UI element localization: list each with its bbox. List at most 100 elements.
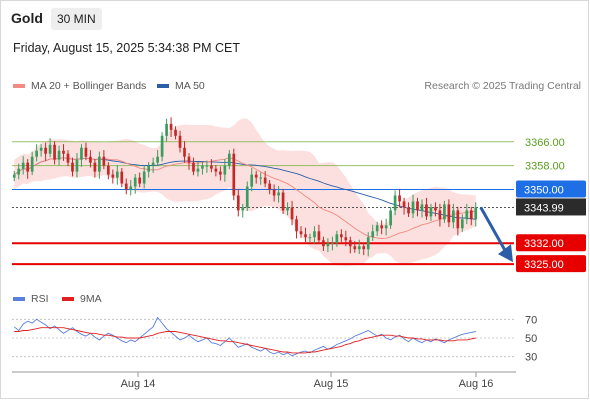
candle-body [452,210,455,223]
candle-body [75,159,79,172]
candle-body [250,174,254,187]
candle-body [304,234,307,238]
candle-body [465,210,469,220]
candle-body [98,156,101,172]
candle-body [205,165,209,167]
candle-body [174,129,177,136]
candle-body [48,144,52,154]
candle-body [366,237,370,250]
candle-body [254,174,258,178]
legend-ma50-label: MA 50 [175,80,205,92]
forecast-arrow-shaft [479,206,508,253]
legend-rsi-label: RSI [31,293,49,305]
candle-body [474,207,478,220]
candle-body [241,207,245,211]
candle-body [281,192,285,211]
candle-body [317,231,321,241]
candle-body [389,210,392,226]
candle-body [398,195,401,202]
legend-ma50-swatch [157,84,169,88]
candle-body [17,168,21,175]
candle-body [407,207,410,214]
candle-body [147,165,151,172]
candle-body [434,207,437,211]
candle-body [245,186,249,208]
candle-body [201,165,204,169]
candle-body [411,201,415,214]
legend-9ma-swatch [62,297,74,301]
candle-body [384,225,388,229]
pivot-label: 3350.00 [524,185,564,197]
candle-body [371,231,375,238]
bollinger-band [14,118,476,266]
candle-body [277,192,280,196]
candle-body [380,225,384,229]
candle-body [322,240,325,247]
candle-body [66,153,70,163]
candle-body [71,162,74,172]
candle-body [299,231,303,235]
candle-body [111,174,115,178]
candle-body [133,177,137,187]
timestamp: Friday, August 15, 2025 5:34:38 PM CET [13,41,240,55]
candle-body [344,237,348,241]
candle-body [214,168,218,172]
candle-body [290,207,294,220]
candle-body [102,156,106,166]
candle-body [357,246,361,250]
candle-body [120,171,124,184]
candle-body [57,150,61,160]
candle-body [259,177,263,179]
candle-body [156,156,159,163]
candle-body [187,156,191,163]
candle-body [335,234,339,244]
candle-body [138,177,142,184]
candle-body [223,165,227,175]
candle-body [124,183,128,190]
candle-body [169,123,173,130]
resistance-label-3366: 3366.00 [525,137,565,149]
legend-9ma-label: 9MA [80,293,102,305]
research-credit: Research © 2025 Trading Central [424,80,581,92]
candle-body [393,195,397,211]
rsi-level-label-50: 50 [525,333,537,345]
candle-body [44,147,47,154]
legend-ma50: MA 50 [157,80,205,92]
candle-body [21,162,25,169]
candle-body [192,162,195,172]
candle-body [210,165,213,169]
candle-body [183,147,186,157]
candle-body [429,207,433,217]
candle-body [106,165,110,175]
candle-body [236,195,240,211]
pivot-tag [516,180,586,198]
candle-body [178,135,182,148]
candle-body [313,231,316,238]
candle-body [165,123,168,136]
candle-body [353,246,357,250]
rsi-ma9-line [14,327,476,354]
candle-body [375,225,379,232]
candle-body [263,177,267,184]
candle-body [438,210,442,220]
candle-body [425,204,428,217]
candle-body [420,204,424,211]
forecast-arrow-head [498,244,513,263]
legend-rsi-swatch [13,297,25,301]
candle-body [286,207,289,211]
legend-ma20-bb: MA 20 + Bollinger Bands [13,80,146,92]
candle-body [160,135,164,157]
candle-body [142,171,146,184]
candle-body [115,171,119,178]
x-tick-label: Aug 16 [459,378,494,390]
support-label-3332: 3332.00 [524,238,564,250]
timeframe-badge[interactable]: 30 MIN [51,8,102,30]
candle-body [12,174,16,178]
legend-ma20-swatch [13,84,25,88]
candle-body [339,234,343,238]
candle-body [129,186,133,190]
candle-body [196,168,200,172]
candle-body [227,153,231,166]
support-tag-3325 [516,255,586,273]
rsi-line [13,316,476,357]
